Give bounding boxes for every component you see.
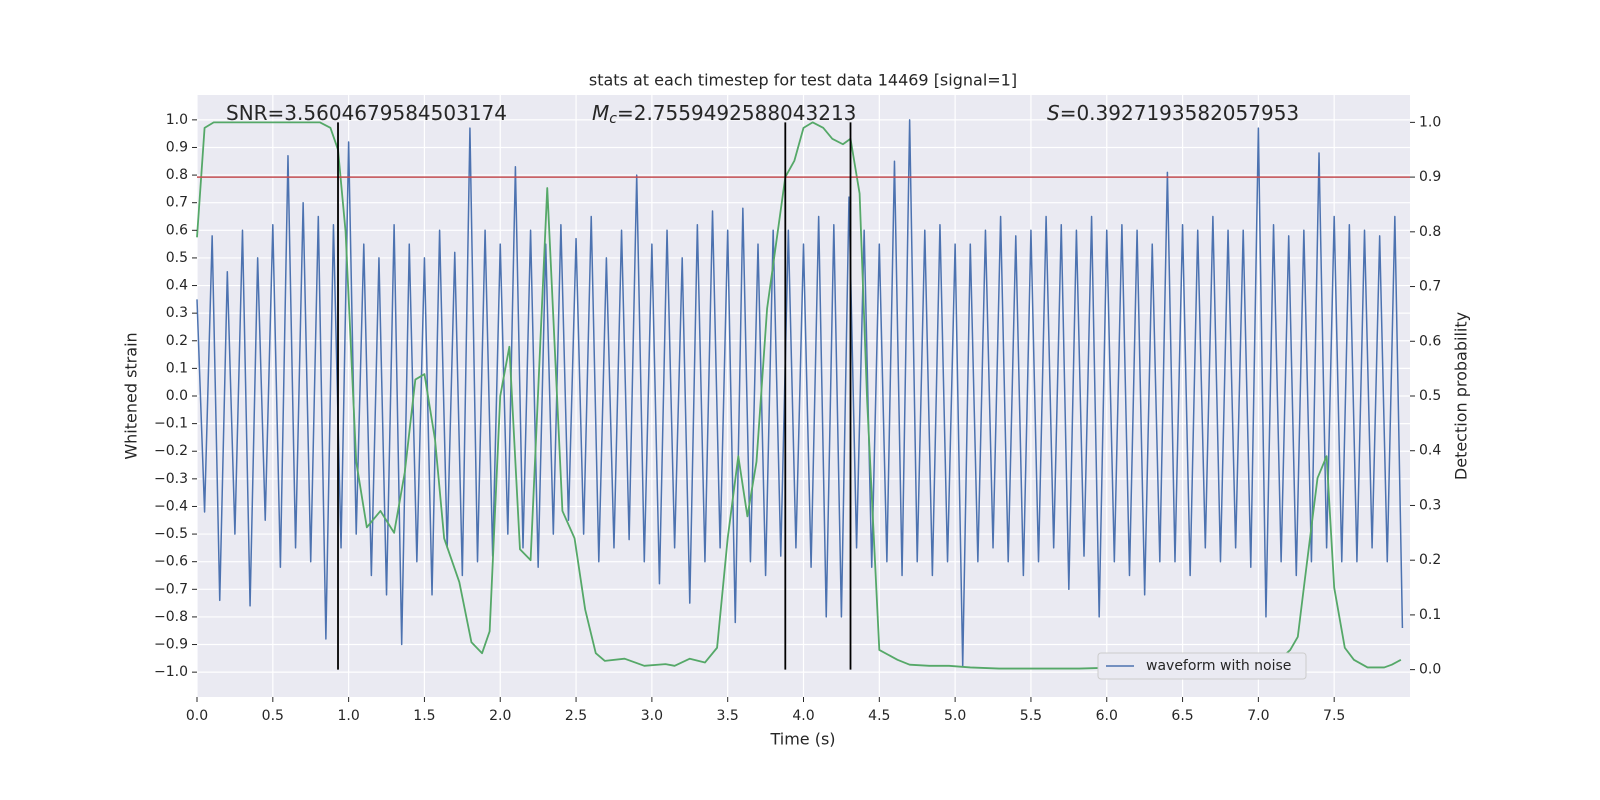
x-tick-label: 1.0 <box>337 708 359 724</box>
annotation: S=0.3927193582057953 <box>1047 101 1299 125</box>
y-tick-label: 0.0 <box>166 388 188 404</box>
annotation-text: =2.7559492588043213 <box>617 101 856 125</box>
y2-tick-label: 0.7 <box>1419 279 1441 295</box>
y-tick-label: 0.7 <box>166 195 188 211</box>
annotation: Mc=2.7559492588043213 <box>592 101 856 128</box>
y-tick-label: −0.9 <box>154 637 188 653</box>
y-tick-label: 0.8 <box>166 167 188 183</box>
x-tick-label: 7.0 <box>1247 708 1269 724</box>
axes: 0.0 0.5 1.0 1.5 2.0 2.5 3.0 3.5 4.0 4.5 5.0 5.5 6.0 6… <box>154 112 1441 724</box>
x-tick-label: 6.0 <box>1096 708 1118 724</box>
y-tick-label: 1.0 <box>166 112 188 128</box>
y-tick-label: 0.6 <box>166 222 188 238</box>
x-axis-label: Time (s) <box>769 730 835 749</box>
y2-tick-label: 0.6 <box>1419 333 1441 349</box>
x-tick-label: 2.0 <box>489 708 511 724</box>
y-tick-label: 0.1 <box>166 360 188 376</box>
y2-tick-label: 1.0 <box>1419 114 1441 130</box>
legend-box <box>1097 652 1307 680</box>
y-tick-label: −0.1 <box>154 416 188 432</box>
y-axis-label: Whitened strain <box>122 332 141 459</box>
y-tick-label: −0.7 <box>154 581 188 597</box>
x-tick-label: 6.5 <box>1171 708 1193 724</box>
y-tick-label: −0.6 <box>154 554 188 570</box>
annotation-subscript: c <box>609 111 617 127</box>
y2-axis-label: Detection probability <box>1452 312 1471 480</box>
x-tick-label: 2.5 <box>565 708 587 724</box>
y2-tick-label: 0.0 <box>1419 662 1441 678</box>
series-line <box>196 119 1404 668</box>
y-tick-label: −0.8 <box>154 609 188 625</box>
y-tick-label: −1.0 <box>154 664 188 680</box>
annotation-symbol: S <box>1047 101 1060 125</box>
y-tick-label: 0.9 <box>166 139 188 155</box>
x-tick-label: 1.5 <box>413 708 435 724</box>
y-tick-label: 0.4 <box>166 278 188 294</box>
x-tick-label: 3.0 <box>641 708 663 724</box>
y2-tick-label: 0.3 <box>1419 497 1441 513</box>
x-tick-label: 4.5 <box>868 708 890 724</box>
x-tick-label: 0.5 <box>262 708 284 724</box>
y-tick-label: −0.4 <box>154 498 188 514</box>
x-tick-label: 3.5 <box>717 708 739 724</box>
y-tick-label: −0.3 <box>154 471 188 487</box>
y2-tick-label: 0.9 <box>1419 169 1441 185</box>
y-tick-label: 0.2 <box>166 333 188 349</box>
y2-tick-label: 0.5 <box>1419 388 1441 404</box>
annotation: SNR=3.5604679584503174 <box>226 101 507 125</box>
annotation-text: =0.3927193582057953 <box>1060 101 1299 125</box>
x-tick-label: 5.0 <box>944 708 966 724</box>
chart-title: stats at each timestep for test data 144… <box>589 71 1017 90</box>
annotation-text: SNR=3.5604679584503174 <box>226 101 507 125</box>
x-tick-label: 7.5 <box>1323 708 1345 724</box>
y-tick-label: 0.5 <box>166 250 188 266</box>
x-tick-label: 4.0 <box>792 708 814 724</box>
y-tick-label: −0.5 <box>154 526 188 542</box>
y2-tick-label: 0.2 <box>1419 552 1441 568</box>
x-tick-label: 0.0 <box>186 708 208 724</box>
marks <box>196 119 1410 670</box>
y2-tick-label: 0.4 <box>1419 443 1441 459</box>
y2-tick-label: 0.1 <box>1419 607 1441 623</box>
legend-label: waveform with noise <box>1146 658 1291 674</box>
y2-tick-label: 0.8 <box>1419 224 1441 240</box>
annotation-symbol: M <box>592 101 609 125</box>
x-tick-label: 5.5 <box>1020 708 1042 724</box>
y-tick-label: 0.3 <box>166 305 188 321</box>
y-tick-label: −0.2 <box>154 443 188 459</box>
